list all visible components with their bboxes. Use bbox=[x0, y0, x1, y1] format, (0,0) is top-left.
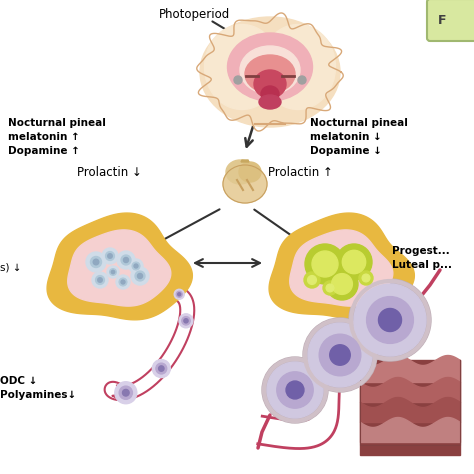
Text: Prolactin ↓: Prolactin ↓ bbox=[77, 166, 142, 180]
Circle shape bbox=[286, 381, 304, 399]
Circle shape bbox=[132, 262, 140, 270]
Circle shape bbox=[323, 281, 337, 295]
Circle shape bbox=[366, 297, 413, 343]
Circle shape bbox=[119, 278, 127, 286]
Circle shape bbox=[308, 323, 372, 387]
Ellipse shape bbox=[204, 25, 280, 109]
Circle shape bbox=[298, 76, 306, 84]
Circle shape bbox=[116, 275, 130, 289]
Circle shape bbox=[121, 255, 131, 265]
Circle shape bbox=[332, 273, 352, 294]
Ellipse shape bbox=[240, 46, 300, 94]
Circle shape bbox=[124, 257, 128, 263]
Text: Photoperiod: Photoperiod bbox=[159, 8, 231, 20]
Circle shape bbox=[178, 293, 181, 296]
Text: s) ↓: s) ↓ bbox=[0, 263, 21, 273]
Circle shape bbox=[262, 357, 328, 423]
Circle shape bbox=[326, 268, 358, 300]
Circle shape bbox=[119, 386, 132, 399]
Circle shape bbox=[92, 272, 108, 288]
Circle shape bbox=[312, 251, 338, 277]
Circle shape bbox=[362, 274, 370, 282]
Circle shape bbox=[96, 275, 104, 284]
Circle shape bbox=[336, 244, 372, 280]
Circle shape bbox=[93, 259, 99, 265]
Polygon shape bbox=[47, 213, 192, 320]
Circle shape bbox=[129, 259, 143, 273]
Ellipse shape bbox=[228, 33, 312, 101]
Text: ODC ↓
Polyamines↓: ODC ↓ Polyamines↓ bbox=[0, 376, 76, 400]
Circle shape bbox=[134, 264, 138, 268]
Circle shape bbox=[303, 318, 377, 392]
Circle shape bbox=[174, 289, 184, 299]
Circle shape bbox=[111, 270, 115, 273]
Circle shape bbox=[152, 360, 170, 378]
Circle shape bbox=[342, 250, 366, 273]
Ellipse shape bbox=[223, 165, 267, 203]
Ellipse shape bbox=[261, 25, 336, 109]
Ellipse shape bbox=[259, 95, 281, 109]
Polygon shape bbox=[290, 230, 393, 306]
Circle shape bbox=[159, 366, 164, 371]
Ellipse shape bbox=[261, 86, 279, 102]
Text: Nocturnal pineal
melatonin ↑
Dopamine ↑: Nocturnal pineal melatonin ↑ Dopamine ↑ bbox=[8, 118, 106, 156]
Ellipse shape bbox=[239, 162, 261, 182]
Circle shape bbox=[277, 372, 313, 408]
Circle shape bbox=[378, 309, 401, 331]
Circle shape bbox=[98, 278, 102, 282]
Text: Prolactin ↑: Prolactin ↑ bbox=[268, 166, 333, 180]
Ellipse shape bbox=[254, 70, 286, 98]
Text: F: F bbox=[438, 13, 447, 27]
Circle shape bbox=[359, 271, 373, 285]
Circle shape bbox=[86, 252, 106, 272]
Circle shape bbox=[106, 252, 114, 260]
Circle shape bbox=[108, 254, 112, 258]
Text: Progest...
Luteal p...: Progest... Luteal p... bbox=[392, 246, 452, 270]
Circle shape bbox=[319, 334, 361, 376]
Text: Nocturnal pineal
melatonin ↓
Dopamine ↓: Nocturnal pineal melatonin ↓ Dopamine ↓ bbox=[310, 118, 408, 156]
Circle shape bbox=[305, 244, 345, 284]
Ellipse shape bbox=[200, 17, 340, 127]
Circle shape bbox=[137, 273, 143, 279]
Circle shape bbox=[122, 390, 129, 396]
Circle shape bbox=[109, 269, 116, 275]
Circle shape bbox=[308, 275, 317, 284]
Circle shape bbox=[184, 319, 188, 323]
Circle shape bbox=[234, 76, 242, 84]
Polygon shape bbox=[68, 230, 171, 306]
Circle shape bbox=[304, 272, 320, 288]
Circle shape bbox=[91, 256, 101, 267]
Circle shape bbox=[267, 362, 323, 418]
Ellipse shape bbox=[245, 55, 295, 93]
Circle shape bbox=[131, 267, 149, 285]
Circle shape bbox=[121, 280, 125, 284]
Circle shape bbox=[330, 345, 350, 365]
Circle shape bbox=[354, 284, 426, 356]
Circle shape bbox=[135, 271, 145, 281]
Circle shape bbox=[349, 279, 431, 361]
Circle shape bbox=[102, 248, 118, 264]
Ellipse shape bbox=[226, 160, 254, 184]
Circle shape bbox=[176, 292, 182, 297]
Circle shape bbox=[326, 284, 334, 292]
Circle shape bbox=[182, 317, 190, 325]
Circle shape bbox=[107, 266, 119, 278]
Polygon shape bbox=[241, 160, 249, 162]
Circle shape bbox=[179, 314, 193, 328]
Circle shape bbox=[117, 251, 135, 269]
Bar bbox=[360, 360, 460, 455]
FancyBboxPatch shape bbox=[427, 0, 474, 41]
Circle shape bbox=[115, 382, 137, 404]
Polygon shape bbox=[269, 213, 414, 320]
Circle shape bbox=[156, 363, 167, 374]
